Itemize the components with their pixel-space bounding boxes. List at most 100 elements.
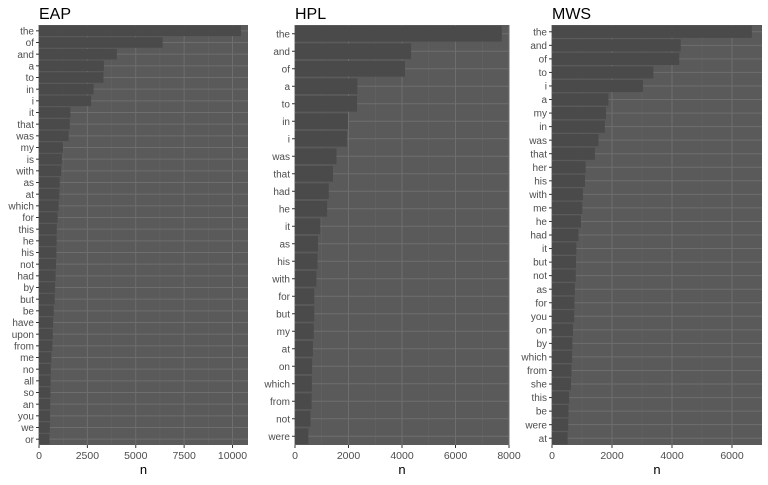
panel-hpl-xtick-label: 4000 [390,450,414,462]
panel-hpl-ytick-label: as [279,239,290,250]
panel-mws-ytick-label: were [524,420,547,431]
bar-hpl-for [295,288,315,305]
panel-eap-xlabel: n [140,462,147,477]
bar-mws-for [552,296,575,309]
panel-eap-ytick-label: it [29,108,34,119]
bar-hpl-the [295,25,502,42]
bar-mws-not [552,269,576,282]
panel-eap: theofandatoiniitthatwasmyiswithasatwhich… [7,6,248,477]
panel-eap-ytick-label: of [26,38,35,49]
bar-eap-but [39,293,55,305]
panel-eap-ytick-label: this [18,225,34,236]
bar-mws-my [552,106,606,120]
bar-eap-me [39,352,52,363]
bar-mws-on [552,323,573,336]
bar-mws-that [552,147,595,160]
bar-eap-no [39,363,51,375]
bar-eap-that [39,118,70,130]
panel-hpl-ytick-label: not [276,414,290,425]
bar-mws-as [552,283,575,296]
bar-mws-i [552,79,643,93]
panel-hpl-xtick-label: 2000 [337,450,361,462]
bar-hpl-my [295,323,314,340]
bar-hpl-at [295,340,313,357]
bar-hpl-it [295,218,321,235]
bar-eap-for [39,212,58,223]
panel-mws-ytick-label: but [533,258,547,269]
panel-eap-ytick-label: at [26,190,35,201]
bar-eap-i [39,95,92,107]
panel-eap-title: EAP [39,6,71,23]
panel-eap-xtick-label: 10000 [218,450,247,462]
bar-eap-and [39,48,117,60]
panel-eap-ytick-label: me [20,353,34,364]
panel-eap-ytick-label: you [18,411,34,422]
bar-eap-all [39,375,51,387]
panel-hpl-ytick-label: for [278,292,290,303]
panel-eap-ytick-label: the [20,26,34,37]
bar-mws-in [552,120,605,133]
panel-hpl-ytick-label: were [267,432,290,443]
bar-mws-her [552,161,586,174]
panel-hpl-ytick-label: it [285,222,290,233]
bar-mws-with [552,188,583,201]
panel-mws-ytick-label: on [536,325,547,336]
panel-eap-ytick-label: not [20,260,34,271]
panel-mws-title: MWS [552,6,591,23]
panel-mws-ytick-label: was [528,136,547,147]
panel-eap-xtick-label: 7500 [172,450,196,462]
bar-mws-me [552,201,583,214]
bar-eap-which [39,200,59,212]
panel-mws-ytick-label: her [533,163,548,174]
bar-hpl-of [295,60,405,77]
bar-mws-it [552,242,577,255]
panel-hpl-ytick-label: from [270,397,290,408]
panel-eap-ytick-label: so [23,388,34,399]
bar-eap-of [39,37,163,48]
panel-mws-xlabel: n [653,462,660,477]
panel-hpl-ytick-label: the [276,29,290,40]
bar-mws-had [552,228,579,242]
panel-eap-ytick-label: but [20,295,34,306]
panel-eap-ytick-label: a [28,61,34,72]
bar-hpl-to [295,95,358,112]
panel-hpl-title: HPL [295,6,326,23]
panel-hpl-xtick-label: 6000 [444,450,468,462]
bar-eap-with [39,165,62,177]
bar-eap-he [39,235,57,247]
bar-eap-this [39,223,57,235]
bar-hpl-but [295,305,315,322]
bar-eap-had [39,270,56,282]
bar-mws-of [552,52,680,65]
panel-eap-ytick-label: my [21,143,34,154]
panel-eap-background [39,25,248,445]
panel-mws-ytick-label: his [534,176,547,187]
panel-hpl-ytick-label: in [282,117,290,128]
bar-mws-his [552,174,585,187]
panel-eap-xtick-label: 5000 [124,450,148,462]
bar-mws-by [552,337,573,350]
panel-eap-ytick-label: is [27,155,34,166]
bar-hpl-as [295,235,319,252]
bar-eap-in [39,83,94,95]
panel-mws-ytick-label: my [534,109,547,120]
bar-hpl-from [295,393,312,410]
bar-hpl-which [295,375,312,392]
panel-hpl-xtick-label: 8000 [497,450,521,462]
bar-hpl-was [295,148,337,165]
panel-hpl-ytick-label: that [273,169,290,180]
bar-eap-is [39,153,62,165]
bar-mws-from [552,364,572,377]
panel-hpl-ytick-label: and [273,47,290,58]
bar-eap-it [39,107,71,118]
bar-hpl-not [295,410,311,427]
panel-eap-xtick-label: 0 [36,450,42,462]
bar-eap-or [39,433,50,445]
panel-eap-ytick-label: had [17,271,34,282]
panel-mws-ytick-label: to [539,68,548,79]
bar-hpl-his [295,253,318,270]
panel-hpl-ytick-label: of [282,64,291,75]
bar-mws-the [552,25,752,38]
bar-eap-by [39,282,56,293]
bar-eap-we [39,422,50,433]
